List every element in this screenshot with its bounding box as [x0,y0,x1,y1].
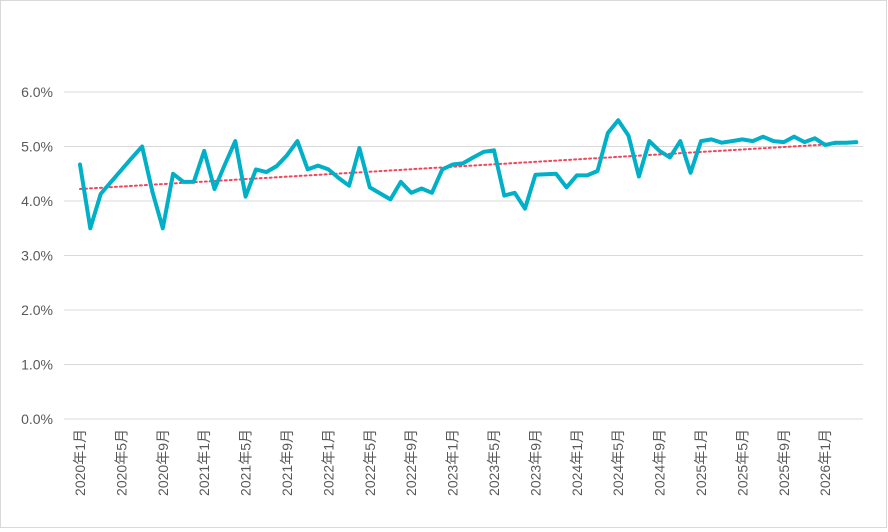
y-tick-label: 1.0% [21,357,53,373]
x-tick-label: 2025年5月 [734,429,750,496]
x-tick-label: 2024年5月 [610,429,626,496]
y-tick-label: 0.0% [21,411,53,427]
x-tick-label: 2022年9月 [403,429,419,496]
x-tick-label: 2023年5月 [486,429,502,496]
x-tick-label: 2025年9月 [776,429,792,496]
x-tick-label: 2020年1月 [72,429,88,496]
x-tick-label: 2020年5月 [113,429,129,496]
trendline [80,143,856,189]
x-tick-label: 2024年9月 [652,429,668,496]
x-tick-label: 2023年9月 [527,429,543,496]
x-tick-label: 2022年5月 [362,429,378,496]
x-tick-label: 2024年1月 [569,429,585,496]
x-tick-label: 2025年1月 [693,429,709,496]
x-tick-label: 2022年1月 [320,429,336,496]
trendline-path [80,143,856,189]
y-tick-label: 3.0% [21,248,53,264]
y-tick-label: 5.0% [21,139,53,155]
y-tick-label: 2.0% [21,302,53,318]
y-axis-labels: 0.0% 1.0% 2.0% 3.0% 4.0% 5.0% 6.0% [21,84,53,427]
y-tick-label: 6.0% [21,84,53,100]
x-tick-label: 2021年9月 [279,429,295,496]
y-tick-label: 4.0% [21,193,53,209]
series-line [80,120,856,228]
x-tick-label: 2026年1月 [817,429,833,496]
x-tick-label: 2020年9月 [155,429,171,496]
series-layer [80,120,856,228]
x-tick-label: 2021年1月 [196,429,212,496]
x-axis-labels: 2020年1月 2020年5月 2020年9月 2021年1月 2021年5月 2021年… [72,429,833,496]
x-tick-label: 2021年5月 [238,429,254,496]
x-tick-label: 2023年1月 [445,429,461,496]
